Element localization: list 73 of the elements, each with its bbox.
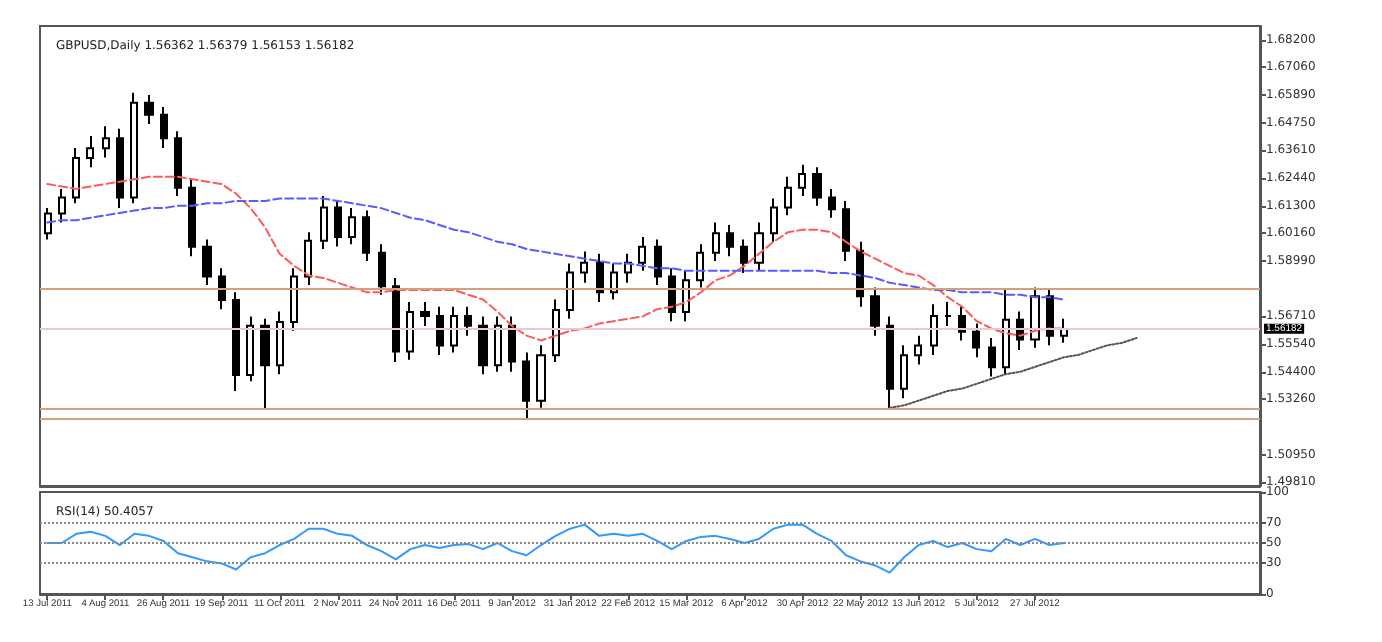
candlestick [218,267,226,311]
candlestick [784,175,792,217]
candlestick [754,221,764,272]
candlestick [1060,317,1068,344]
candlestick [378,243,386,296]
candlestick [144,94,154,125]
candlestick [828,187,836,219]
candlestick [958,305,966,342]
candlestick [58,187,66,224]
candlestick [914,334,922,366]
candlestick [944,300,952,328]
candlestick [494,315,502,373]
candlestick [536,344,546,409]
candlestick [566,262,574,320]
candlestick [44,207,52,241]
candlestick [174,130,182,198]
candlestick [392,276,400,364]
line-series [46,175,1065,342]
candlestick [654,238,662,287]
candlestick [870,286,880,337]
candlestick [552,298,560,364]
candlestick [202,238,212,287]
line-series [46,197,1065,301]
candlestick [624,252,632,284]
candlestick [130,91,138,205]
candlestick [610,262,618,301]
candlestick [522,351,530,420]
candlestick [972,322,980,359]
candlestick [362,209,370,263]
candlestick [712,221,720,263]
candlestick [420,300,430,328]
candlestick [770,197,778,243]
candlestick [508,315,516,373]
candlestick [900,344,908,400]
candlestick [596,252,604,303]
candlestick [668,267,676,323]
candlestick [450,305,458,354]
candlestick [334,199,342,248]
candlestick [856,240,864,308]
candlestick [320,195,328,251]
candlestick [188,178,196,258]
candlestick [260,317,270,410]
candlestick [86,134,94,169]
candlestick [478,315,488,376]
candlestick [580,250,588,284]
candlestick [1046,288,1054,347]
candlestick [72,146,80,205]
candlestick [290,267,298,332]
candlestick [406,300,414,361]
candlestick [304,231,312,287]
line-series [46,523,1065,574]
candlestick [740,238,748,275]
candlestick [1002,288,1010,376]
candlestick [246,315,254,383]
candlestick [988,337,996,378]
line-series [888,337,1138,409]
candlestick [696,243,704,289]
candlestick [726,223,734,258]
candlestick [116,127,124,210]
candlestick [160,106,168,149]
candlestick [436,305,444,356]
candlestick [276,310,284,376]
candlestick [464,305,472,337]
candlestick [638,235,646,272]
candlestick [102,125,110,159]
candlestick [842,199,850,263]
candlestick [812,166,822,207]
candlestick [232,291,240,392]
candlestick [682,269,690,323]
candlestick [798,163,806,198]
candlestick [886,315,894,410]
candlestick [348,207,356,246]
candlestick [930,303,938,356]
